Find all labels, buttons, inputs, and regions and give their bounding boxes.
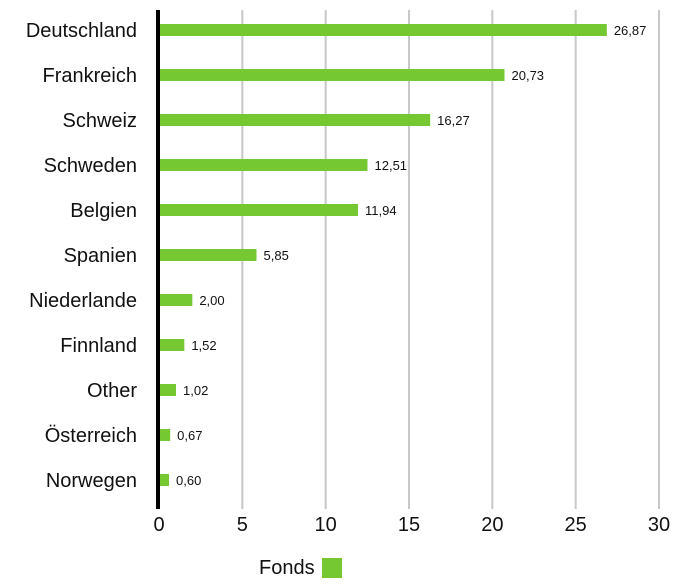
bar	[159, 294, 193, 306]
bar	[159, 204, 358, 216]
bar-value-label: 1,52	[191, 338, 216, 353]
x-tick-label: 5	[237, 514, 248, 536]
category-label: Other	[87, 380, 137, 402]
bar	[159, 474, 169, 486]
bar	[159, 249, 257, 261]
x-tick-label: 10	[315, 514, 337, 536]
bar-value-label: 20,73	[512, 68, 545, 83]
legend-swatch	[321, 558, 342, 578]
bar-value-label: 16,27	[437, 113, 470, 128]
bar-value-label: 12,51	[375, 158, 408, 173]
bar	[159, 429, 171, 441]
bar-value-label: 0,67	[177, 428, 202, 443]
bar-value-label: 11,94	[365, 203, 397, 218]
category-label: Schweiz	[63, 110, 137, 132]
bar-value-label: 26,87	[614, 23, 647, 38]
x-tick-label: 15	[398, 514, 420, 536]
category-label: Frankreich	[43, 65, 137, 87]
bar-value-label: 2,00	[199, 293, 224, 308]
category-label: Österreich	[45, 425, 137, 447]
bar	[159, 384, 176, 396]
category-label: Norwegen	[46, 470, 137, 492]
x-tick-label: 0	[153, 514, 164, 536]
x-tick-label: 20	[481, 514, 503, 536]
bar	[159, 24, 607, 36]
bar	[159, 339, 185, 351]
bar-value-label: 5,85	[264, 248, 289, 263]
bar	[159, 69, 505, 81]
category-label: Spanien	[64, 245, 137, 267]
bar-value-label: 0,60	[176, 473, 201, 488]
x-tick-label: 25	[565, 514, 587, 536]
legend-label: Fonds	[259, 556, 315, 579]
category-label: Niederlande	[29, 290, 137, 312]
bar	[159, 159, 368, 171]
legend: Fonds	[259, 556, 342, 580]
category-label: Finnland	[60, 335, 137, 357]
x-tick-label: 30	[648, 514, 670, 536]
category-label: Deutschland	[26, 20, 137, 42]
bar-value-label: 1,02	[183, 383, 208, 398]
bar	[159, 114, 431, 126]
category-label: Schweden	[44, 155, 137, 177]
category-label: Belgien	[70, 200, 137, 222]
